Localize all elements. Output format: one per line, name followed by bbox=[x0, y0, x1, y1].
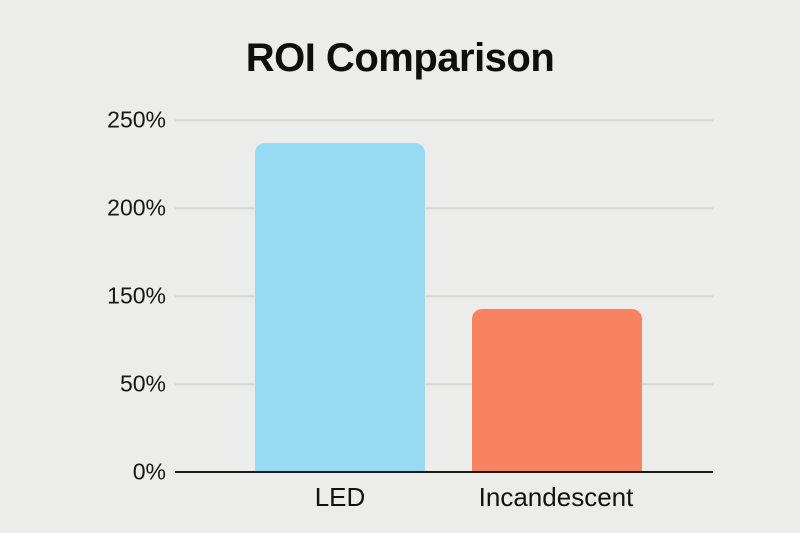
gridline bbox=[175, 207, 713, 209]
y-tick-label: 200% bbox=[107, 194, 166, 221]
gridline bbox=[175, 383, 713, 385]
x-axis-line bbox=[175, 471, 713, 473]
y-tick-label: 150% bbox=[107, 282, 166, 309]
x-tick-label-incandescent: Incandescent bbox=[478, 482, 634, 512]
bar-led bbox=[255, 142, 425, 471]
chart-title: ROI Comparison bbox=[245, 36, 555, 80]
plot-area: 250% 200% 150% 50% 0% LED Incandescent bbox=[107, 107, 713, 512]
gridline bbox=[175, 119, 713, 121]
x-tick-label-led: LED bbox=[314, 482, 366, 512]
y-tick-label: 0% bbox=[132, 458, 166, 485]
bar-incandescent bbox=[472, 309, 642, 471]
gridline bbox=[175, 295, 713, 297]
y-tick-label: 250% bbox=[107, 106, 166, 133]
y-tick-label: 50% bbox=[119, 370, 166, 397]
